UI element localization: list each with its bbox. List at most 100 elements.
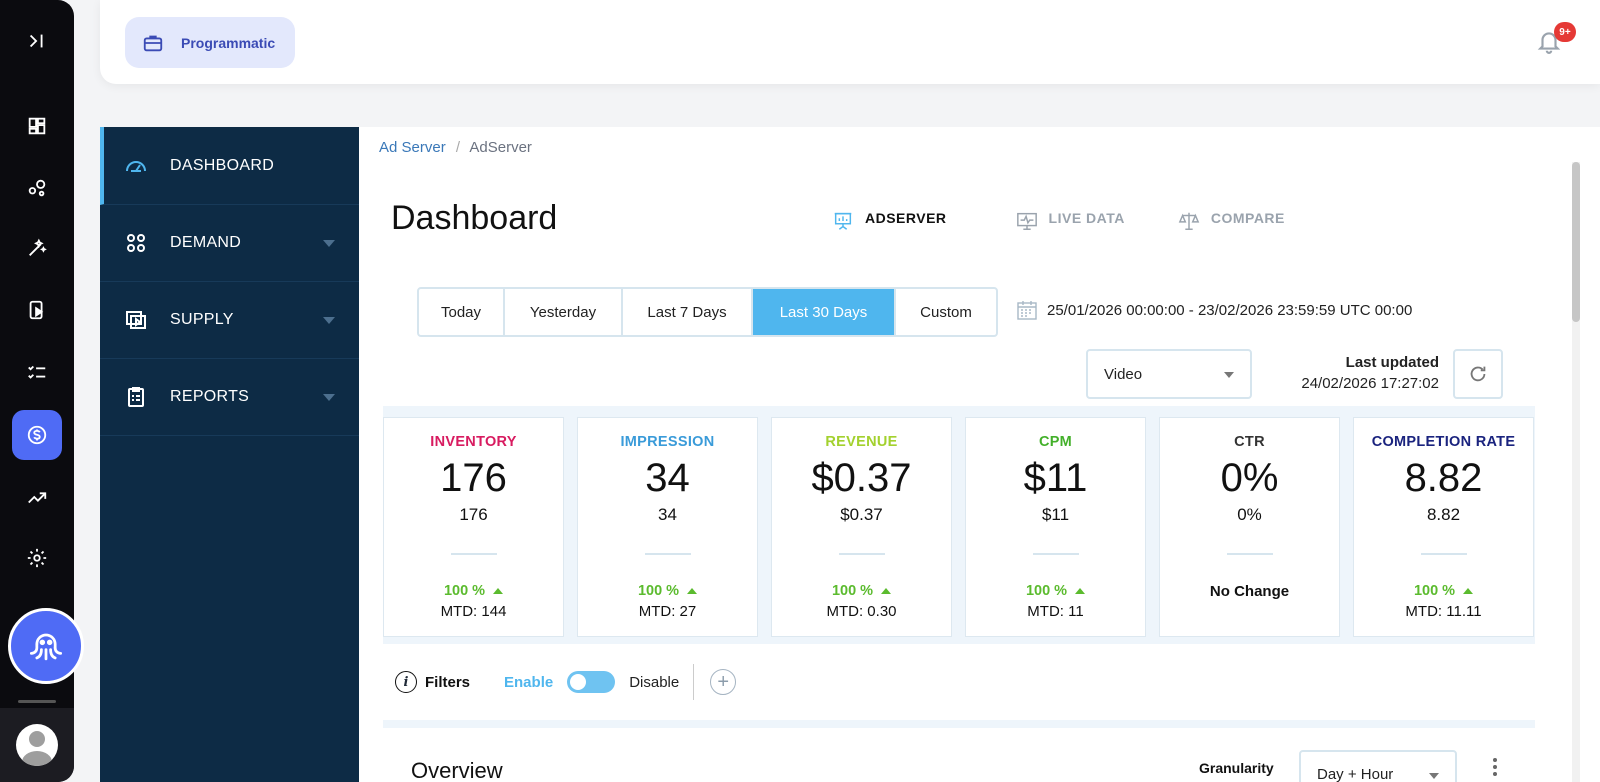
kpi-divider bbox=[1032, 553, 1079, 555]
kpi-change-value: 100 % bbox=[831, 583, 874, 599]
media-type-select[interactable]: Video bbox=[1086, 349, 1252, 399]
breadcrumb: Ad Server / AdServer bbox=[379, 139, 532, 156]
icon-rail bbox=[0, 0, 84, 782]
range-today-button[interactable]: Today bbox=[419, 289, 505, 335]
kpi-mtd: MTD: 0.30 bbox=[826, 603, 897, 620]
filters-divider bbox=[693, 664, 695, 700]
scrollbar-thumb[interactable] bbox=[1572, 162, 1580, 322]
last-updated-title: Last updated bbox=[1345, 354, 1439, 371]
breadcrumb-parent-link[interactable]: Ad Server bbox=[379, 139, 446, 156]
section-sidebar: DASHBOARD DEMAND SUPPLY REPORTS bbox=[100, 127, 359, 782]
kpi-title: IMPRESSION bbox=[620, 434, 715, 450]
granularity-select[interactable]: Day + Hour bbox=[1299, 750, 1457, 782]
video-screen-icon bbox=[126, 310, 146, 329]
info-icon[interactable]: i bbox=[395, 671, 417, 693]
dashboard-tabs: ADSERVER LIVE DATA COMPARE bbox=[819, 187, 1337, 287]
breadcrumb-current: AdServer bbox=[469, 139, 532, 156]
scales-icon bbox=[1178, 212, 1200, 230]
kpi-change-value: 100 % bbox=[443, 583, 486, 599]
kpi-mtd: MTD: 27 bbox=[638, 603, 697, 620]
range-custom-button[interactable]: Custom bbox=[920, 303, 972, 321]
programmatic-chip-label: Programmatic bbox=[181, 34, 276, 51]
chevron-down-icon bbox=[1429, 773, 1439, 779]
refresh-button[interactable] bbox=[1453, 349, 1503, 399]
programmatic-chip[interactable]: Programmatic bbox=[125, 17, 295, 68]
kpi-no-change: No Change bbox=[1209, 583, 1290, 600]
kpi-divider bbox=[1226, 553, 1273, 555]
kpi-change: 100 % bbox=[578, 583, 757, 599]
user-avatar-icon bbox=[16, 724, 58, 766]
overview-title: Overview bbox=[411, 758, 503, 782]
sidebar-item-label: DASHBOARD bbox=[170, 156, 275, 174]
kpi-divider bbox=[1420, 553, 1467, 555]
filters-enable-label[interactable]: Enable bbox=[504, 673, 554, 691]
presentation-chart-icon bbox=[834, 212, 852, 230]
sidebar-item-demand[interactable]: DEMAND bbox=[100, 204, 359, 282]
kpi-card-revenue: REVENUE $0.37 $0.37 100 % MTD: 0.30 bbox=[771, 417, 952, 637]
trend-icon[interactable] bbox=[12, 472, 62, 522]
kpi-change-value: 100 % bbox=[1413, 583, 1456, 599]
sidebar-item-reports[interactable]: REPORTS bbox=[100, 358, 359, 436]
main-scrollbar[interactable] bbox=[1572, 162, 1580, 782]
kpi-change: 100 % bbox=[772, 583, 951, 599]
rail-divider bbox=[18, 700, 56, 703]
last-updated: Last updated 24/02/2026 17:27:02 bbox=[1263, 352, 1439, 394]
chevron-down-icon bbox=[323, 240, 335, 247]
date-range-text: 25/01/2026 00:00:00 - 23/02/2026 23:59:5… bbox=[1047, 301, 1413, 319]
kpi-mtd: MTD: 11.11 bbox=[1405, 603, 1482, 620]
kpi-card-inventory: INVENTORY 176 176 100 % MTD: 144 bbox=[383, 417, 564, 637]
kpi-change: 100 % bbox=[1354, 583, 1533, 599]
date-filter-panel: Today Yesterday Last 7 Days Last 30 Days… bbox=[383, 270, 1535, 406]
kpi-title: INVENTORY bbox=[430, 434, 517, 450]
refresh-icon bbox=[1470, 366, 1486, 382]
sidebar-item-label: REPORTS bbox=[170, 387, 250, 405]
checklist-icon[interactable] bbox=[12, 347, 62, 397]
arrow-up-icon bbox=[493, 588, 504, 594]
last-updated-value: 24/02/2026 17:27:02 bbox=[1301, 375, 1439, 392]
kpi-subvalue: $0.37 bbox=[840, 505, 883, 524]
range-last-30-days-button[interactable]: Last 30 Days bbox=[753, 289, 896, 335]
chevron-down-icon bbox=[323, 317, 335, 324]
gear-icon[interactable] bbox=[12, 533, 62, 583]
kpi-mtd: MTD: 11 bbox=[1027, 603, 1084, 620]
kpi-value: 0% bbox=[1220, 456, 1279, 500]
add-filter-plus-icon[interactable]: + bbox=[710, 669, 737, 695]
kpi-divider bbox=[450, 553, 497, 555]
dollar-icon[interactable] bbox=[12, 410, 62, 460]
tab-live-data[interactable]: LIVE DATA bbox=[1015, 187, 1125, 287]
video-device-icon[interactable] bbox=[12, 285, 62, 335]
kebab-menu-icon[interactable] bbox=[1493, 758, 1497, 762]
expand-icon[interactable] bbox=[12, 16, 62, 66]
sidebar-item-supply[interactable]: SUPPLY bbox=[100, 281, 359, 359]
nodes-icon[interactable] bbox=[12, 163, 62, 213]
chevron-down-icon bbox=[323, 394, 335, 401]
main-panel: Ad Server / AdServer Dashboard ADSERVER … bbox=[359, 127, 1600, 782]
kpi-change-value: 100 % bbox=[637, 583, 680, 599]
page-title: Dashboard bbox=[391, 199, 558, 237]
grid-dots-icon bbox=[127, 233, 145, 252]
notification-bell-icon[interactable] bbox=[1536, 28, 1562, 54]
kpi-title: COMPLETION RATE bbox=[1371, 434, 1516, 450]
user-avatar[interactable] bbox=[0, 708, 74, 782]
range-last-7-days-button[interactable]: Last 7 Days bbox=[623, 289, 753, 335]
octopus-assistant-icon[interactable] bbox=[8, 608, 84, 684]
calendar-icon bbox=[1017, 301, 1037, 320]
range-yesterday-button[interactable]: Yesterday bbox=[505, 289, 623, 335]
dashboard-icon[interactable] bbox=[12, 101, 62, 151]
filters-toggle[interactable] bbox=[567, 671, 616, 693]
tab-compare[interactable]: COMPARE bbox=[1177, 187, 1285, 287]
kpi-subvalue: $11 bbox=[1041, 505, 1070, 524]
kpi-cards: INVENTORY 176 176 100 % MTD: 144 IMPRESS… bbox=[383, 417, 1535, 637]
filters-label: Filters bbox=[425, 673, 471, 691]
magic-wand-icon[interactable] bbox=[12, 223, 62, 273]
briefcase-icon bbox=[143, 35, 163, 51]
overview-section: Overview Granularity Day + Hour bbox=[383, 728, 1535, 782]
kpi-subvalue: 0% bbox=[1237, 505, 1262, 524]
filters-bar: i Filters Enable Disable + bbox=[383, 644, 1535, 720]
dashboard-content: Today Yesterday Last 7 Days Last 30 Days… bbox=[383, 270, 1535, 782]
sidebar-item-dashboard[interactable]: DASHBOARD bbox=[100, 127, 359, 205]
tab-label: COMPARE bbox=[1210, 210, 1285, 226]
date-range-group: Today Yesterday Last 7 Days Last 30 Days… bbox=[417, 287, 998, 337]
filters-disable-label[interactable]: Disable bbox=[629, 673, 680, 691]
date-range-display[interactable]: 25/01/2026 00:00:00 - 23/02/2026 23:59:5… bbox=[1015, 298, 1412, 322]
